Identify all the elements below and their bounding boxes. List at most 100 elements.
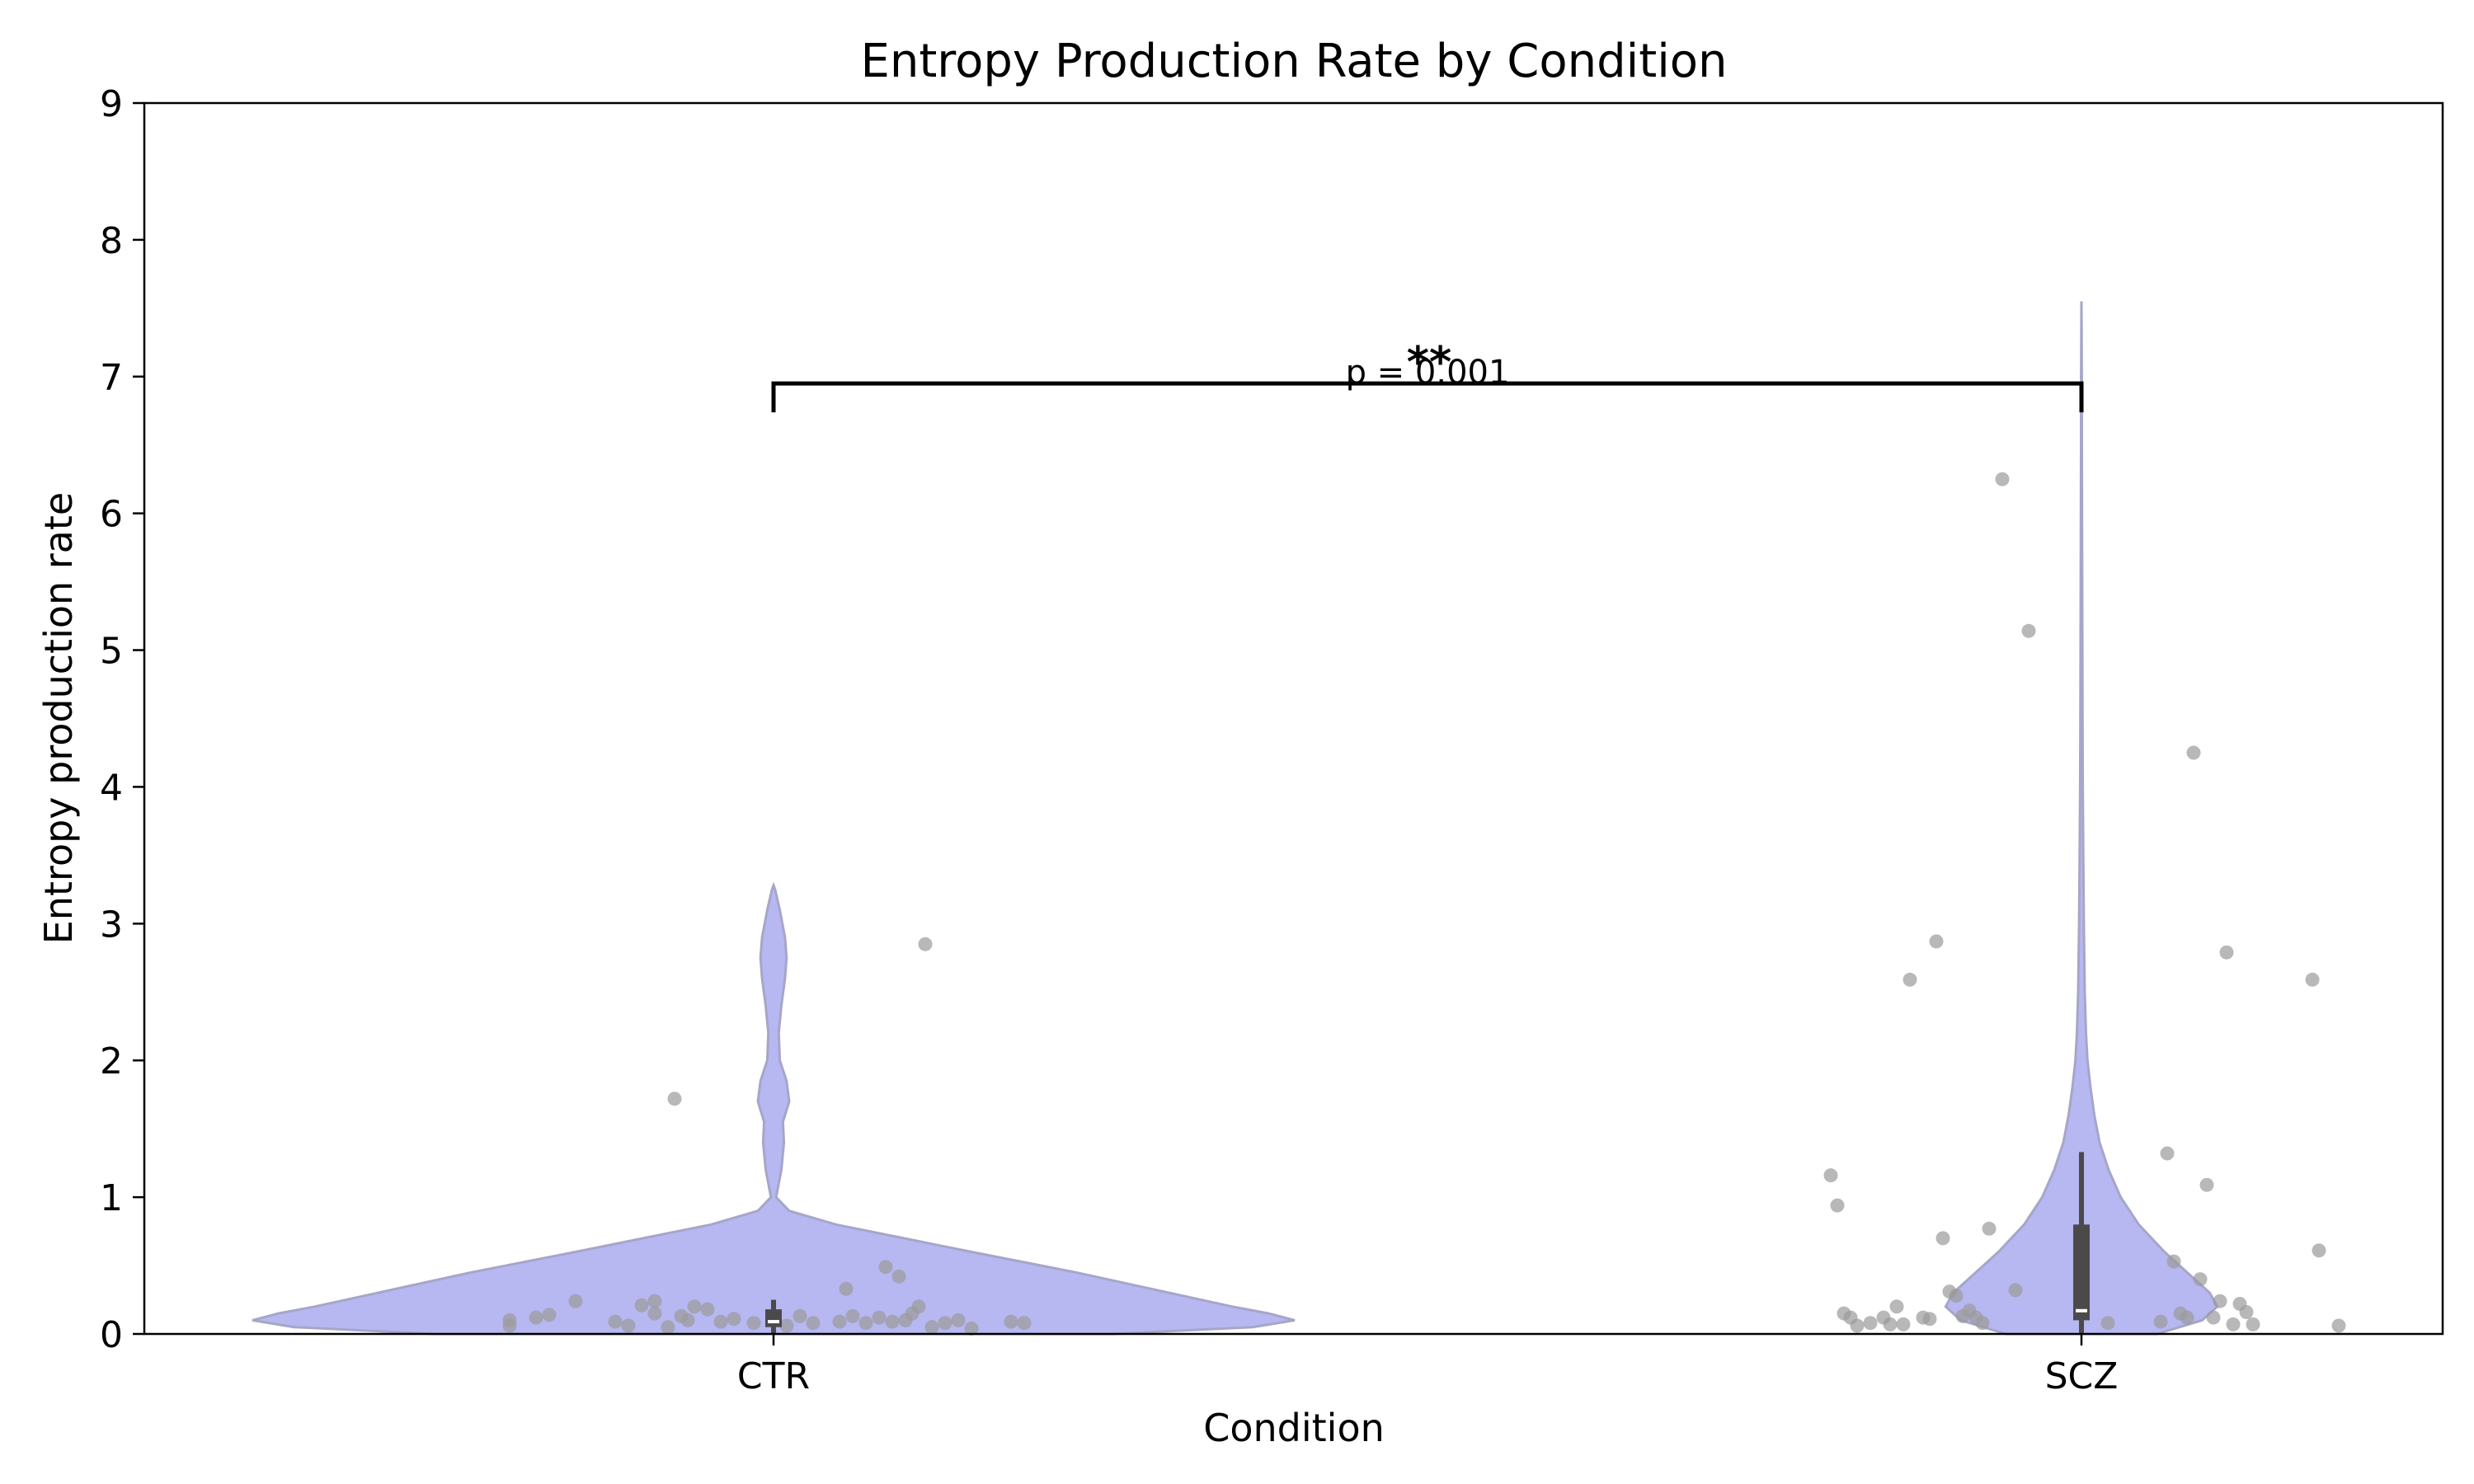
- data-point-ctr: [746, 1316, 761, 1331]
- data-point-scz: [1982, 1221, 1997, 1236]
- y-axis: 0 1 2 3 4 5 6 7 8 9: [100, 83, 144, 1356]
- data-point-ctr: [661, 1320, 675, 1335]
- data-point-scz: [2008, 1283, 2023, 1298]
- data-point-scz: [1995, 472, 2010, 486]
- data-point-ctr: [529, 1310, 543, 1325]
- y-tick-label: 5: [100, 631, 123, 673]
- data-point-ctr: [647, 1306, 662, 1321]
- y-tick-label: 7: [100, 357, 123, 399]
- data-point-ctr: [885, 1314, 900, 1329]
- y-axis-label: Entropy production rate: [36, 492, 81, 944]
- data-point-ctr: [951, 1313, 966, 1327]
- data-point-scz: [2246, 1317, 2260, 1331]
- data-point-scz: [2206, 1310, 2221, 1325]
- data-point-ctr: [680, 1313, 695, 1327]
- data-point-ctr: [621, 1318, 636, 1333]
- data-point-ctr: [727, 1312, 741, 1327]
- data-point-ctr: [700, 1302, 715, 1317]
- chart-title: Entropy Production Rate by Condition: [860, 35, 1727, 88]
- points-layer: [502, 472, 2346, 1336]
- plot-frame: [143, 101, 2444, 1336]
- data-point-ctr: [687, 1299, 702, 1314]
- data-point-scz: [2186, 745, 2201, 760]
- violin-ctr: [252, 881, 1296, 1336]
- y-tick-label: 3: [100, 904, 123, 946]
- data-point-scz: [1929, 934, 1944, 949]
- data-point-ctr: [938, 1316, 952, 1331]
- data-point-scz: [2199, 1177, 2214, 1192]
- y-tick-label: 4: [100, 767, 123, 809]
- y-tick-label: 6: [100, 494, 123, 536]
- data-point-scz: [1863, 1316, 1878, 1331]
- data-point-ctr: [793, 1308, 807, 1323]
- data-point-scz: [1949, 1289, 1964, 1303]
- data-point-scz: [2219, 945, 2234, 960]
- y-tick-label: 9: [100, 83, 123, 125]
- data-point-ctr: [634, 1298, 649, 1313]
- x-tick-label-ctr: CTR: [737, 1355, 810, 1397]
- data-point-ctr: [713, 1314, 728, 1329]
- data-point-ctr: [858, 1316, 873, 1331]
- data-point-ctr: [806, 1316, 821, 1331]
- data-point-ctr: [568, 1294, 583, 1308]
- data-point-ctr: [1017, 1316, 1032, 1331]
- iqr-box-scz: [2073, 1224, 2090, 1321]
- data-point-scz: [2193, 1272, 2208, 1287]
- boxes-layer: [765, 1152, 2090, 1334]
- data-point-scz: [1830, 1198, 1845, 1213]
- data-point-scz: [1975, 1316, 1990, 1331]
- data-point-scz: [1903, 972, 1917, 987]
- data-point-ctr: [845, 1308, 860, 1323]
- data-point-scz: [2305, 972, 2320, 987]
- data-point-ctr: [542, 1308, 557, 1322]
- data-point-ctr: [647, 1294, 662, 1308]
- data-point-scz: [1850, 1318, 1865, 1333]
- data-point-ctr: [839, 1281, 854, 1296]
- data-point-ctr: [502, 1318, 517, 1333]
- data-point-ctr: [872, 1310, 887, 1325]
- data-point-scz: [2100, 1316, 2115, 1331]
- data-point-ctr: [878, 1260, 893, 1275]
- data-point-ctr: [964, 1321, 979, 1336]
- data-point-scz: [1883, 1317, 1898, 1331]
- x-tick-label-scz: SCZ: [2045, 1355, 2119, 1397]
- data-point-scz: [2180, 1310, 2194, 1325]
- data-point-ctr: [779, 1318, 794, 1333]
- significance-stars: **: [1407, 338, 1451, 387]
- data-point-scz: [2226, 1317, 2241, 1331]
- data-point-scz: [2166, 1254, 2181, 1269]
- data-point-scz: [2160, 1146, 2175, 1161]
- x-axis: CTR SCZ: [737, 1334, 2118, 1397]
- violins-layer: [252, 301, 2219, 1336]
- iqr-box-ctr: [765, 1309, 782, 1327]
- data-point-scz: [2239, 1305, 2254, 1319]
- significance-bracket: [771, 381, 2084, 413]
- data-point-ctr: [667, 1092, 682, 1106]
- data-point-ctr: [608, 1314, 623, 1329]
- data-point-scz: [2312, 1243, 2326, 1258]
- data-point-ctr: [924, 1320, 939, 1335]
- data-point-scz: [1896, 1317, 1911, 1331]
- x-axis-label: Condition: [1203, 1406, 1385, 1450]
- data-point-scz: [1922, 1312, 1937, 1327]
- data-point-scz: [2153, 1314, 2168, 1329]
- violin-scz: [1944, 301, 2219, 1336]
- data-point-scz: [1823, 1168, 1838, 1183]
- data-point-ctr: [891, 1269, 906, 1284]
- data-point-ctr: [832, 1314, 847, 1329]
- p-value-label: p = 0.001: [1346, 354, 1510, 392]
- data-point-ctr: [911, 1299, 926, 1314]
- data-point-ctr: [1004, 1314, 1018, 1329]
- y-tick-label: 2: [100, 1040, 123, 1082]
- y-tick-label: 0: [100, 1314, 123, 1356]
- data-point-scz: [2213, 1294, 2227, 1308]
- data-point-scz: [1935, 1231, 1950, 1246]
- data-point-scz: [2331, 1318, 2346, 1333]
- annotation-layer: **p = 0.001: [771, 338, 2084, 413]
- data-point-scz: [1889, 1299, 1904, 1314]
- data-point-scz: [2021, 623, 2036, 638]
- y-tick-label: 8: [100, 220, 123, 262]
- y-tick-label: 1: [100, 1177, 123, 1219]
- data-point-ctr: [918, 937, 933, 951]
